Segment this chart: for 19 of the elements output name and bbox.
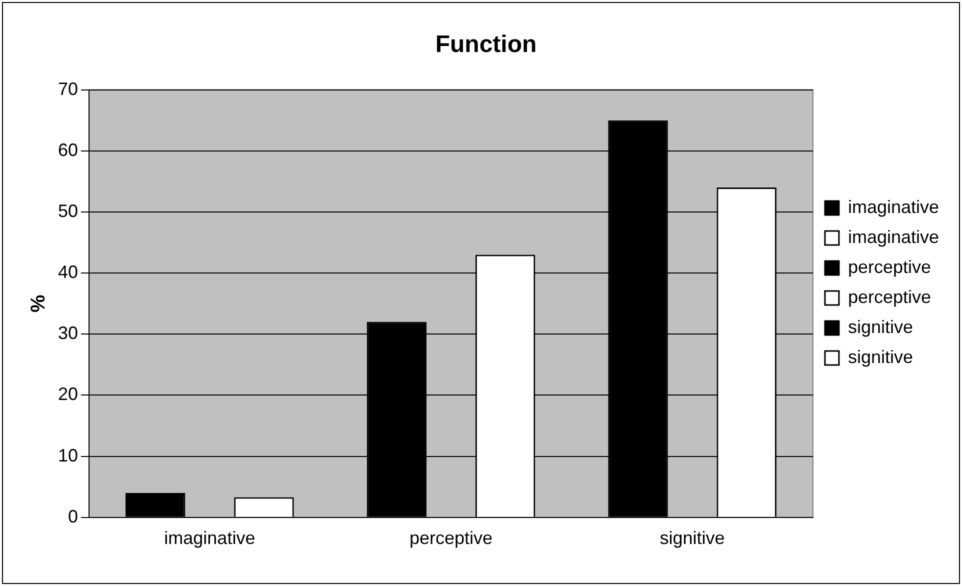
legend-label: signitive xyxy=(848,346,913,367)
legend-label: perceptive xyxy=(848,286,932,307)
x-tick-label: imaginative xyxy=(164,528,256,548)
x-tick-label: signitive xyxy=(660,528,725,548)
chart-title: Function xyxy=(435,31,537,58)
legend-label: imaginative xyxy=(848,196,939,217)
y-tick-label: 30 xyxy=(58,323,78,344)
y-tick-label: 20 xyxy=(58,384,78,404)
x-tick-label: perceptive xyxy=(409,528,493,548)
y-tick-label: 50 xyxy=(58,200,78,221)
legend-label: perceptive xyxy=(848,256,932,277)
y-tick-label: 70 xyxy=(58,78,78,99)
y-tick-label: 0 xyxy=(68,506,78,526)
legend-label: signitive xyxy=(848,316,913,337)
y-tick-label: 40 xyxy=(58,262,78,282)
y-tick-label: 10 xyxy=(58,445,78,466)
legend-label: imaginative xyxy=(848,226,939,247)
y-axis-title: % xyxy=(28,294,50,312)
y-tick-label: 60 xyxy=(58,140,78,160)
